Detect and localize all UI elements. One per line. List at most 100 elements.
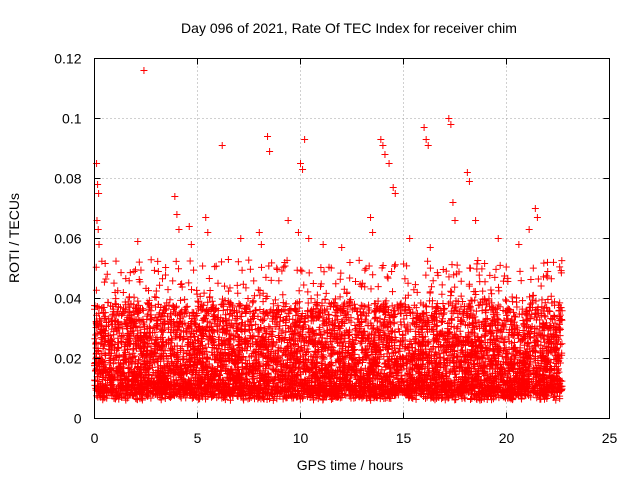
data-point bbox=[320, 268, 328, 276]
data-point bbox=[259, 366, 267, 374]
data-point bbox=[185, 279, 193, 287]
data-point bbox=[513, 294, 521, 302]
data-point bbox=[419, 334, 427, 342]
data-point bbox=[445, 273, 453, 281]
data-point bbox=[249, 299, 257, 307]
data-point bbox=[238, 266, 246, 274]
data-point bbox=[130, 268, 138, 276]
data-point bbox=[371, 308, 379, 316]
data-point bbox=[526, 293, 534, 301]
data-point bbox=[450, 271, 458, 279]
data-point bbox=[303, 349, 311, 357]
data-point bbox=[317, 264, 325, 272]
data-point bbox=[160, 318, 168, 326]
data-point bbox=[98, 335, 106, 343]
data-point bbox=[547, 275, 555, 283]
data-point bbox=[110, 279, 118, 287]
data-point bbox=[239, 280, 247, 288]
data-point bbox=[447, 322, 455, 330]
data-point bbox=[194, 302, 202, 310]
data-point bbox=[134, 297, 142, 305]
data-point bbox=[214, 279, 222, 287]
data-point bbox=[516, 267, 524, 275]
data-point bbox=[429, 277, 437, 285]
data-point bbox=[242, 284, 250, 292]
data-point bbox=[244, 295, 252, 303]
data-point bbox=[441, 304, 449, 312]
data-point bbox=[411, 281, 419, 289]
data-point bbox=[147, 256, 155, 264]
data-point bbox=[295, 287, 303, 295]
data-point bbox=[103, 270, 111, 278]
data-point bbox=[205, 275, 213, 283]
data-point bbox=[388, 267, 396, 275]
data-point bbox=[422, 271, 430, 279]
data-point bbox=[293, 299, 301, 307]
data-point bbox=[367, 285, 375, 293]
data-point bbox=[279, 299, 287, 307]
data-point bbox=[368, 330, 376, 338]
data-point bbox=[412, 395, 420, 403]
data-point bbox=[339, 318, 347, 326]
data-point bbox=[269, 396, 277, 404]
data-point bbox=[510, 312, 518, 320]
data-point bbox=[438, 281, 446, 289]
data-point bbox=[382, 309, 390, 317]
data-point bbox=[445, 351, 453, 359]
data-point bbox=[204, 309, 212, 317]
data-point bbox=[491, 273, 499, 281]
points-layer bbox=[91, 67, 566, 404]
data-point bbox=[486, 336, 494, 344]
data-point bbox=[391, 261, 399, 269]
data-point bbox=[307, 295, 315, 303]
data-point bbox=[361, 350, 369, 358]
data-point bbox=[486, 271, 494, 279]
data-point bbox=[520, 341, 528, 349]
data-point bbox=[244, 317, 252, 325]
data-point bbox=[265, 323, 273, 331]
data-point bbox=[184, 347, 192, 355]
data-point bbox=[287, 368, 295, 376]
data-point bbox=[190, 266, 198, 274]
data-point bbox=[169, 277, 177, 285]
data-point bbox=[226, 396, 234, 404]
data-point bbox=[520, 331, 528, 339]
data-point bbox=[195, 368, 203, 376]
data-point bbox=[159, 275, 167, 283]
data-point bbox=[209, 327, 217, 335]
data-point bbox=[426, 264, 434, 272]
data-point bbox=[445, 300, 453, 308]
data-point bbox=[250, 292, 258, 300]
data-point bbox=[200, 289, 208, 297]
data-point bbox=[459, 311, 467, 319]
data-point bbox=[135, 301, 143, 309]
data-point bbox=[322, 289, 330, 297]
data-point bbox=[300, 281, 308, 289]
data-point bbox=[112, 257, 120, 265]
data-point bbox=[178, 280, 186, 288]
data-point bbox=[369, 271, 377, 279]
data-point bbox=[176, 347, 184, 355]
data-point bbox=[492, 265, 500, 273]
data-point bbox=[368, 325, 376, 333]
data-point bbox=[254, 286, 262, 294]
data-point bbox=[275, 325, 283, 333]
data-point bbox=[105, 364, 113, 372]
data-point bbox=[550, 258, 558, 266]
data-point bbox=[487, 286, 495, 294]
data-point bbox=[383, 394, 391, 402]
data-point bbox=[352, 277, 360, 285]
data-point bbox=[410, 301, 418, 309]
data-point bbox=[152, 293, 160, 301]
data-point bbox=[324, 311, 332, 319]
data-point bbox=[109, 305, 117, 313]
data-point bbox=[245, 256, 253, 264]
data-point bbox=[258, 263, 266, 271]
data-point bbox=[526, 324, 534, 332]
data-point bbox=[186, 257, 194, 265]
data-point bbox=[411, 327, 419, 335]
data-point bbox=[400, 260, 408, 268]
data-point bbox=[206, 286, 214, 294]
data-point bbox=[175, 265, 183, 273]
